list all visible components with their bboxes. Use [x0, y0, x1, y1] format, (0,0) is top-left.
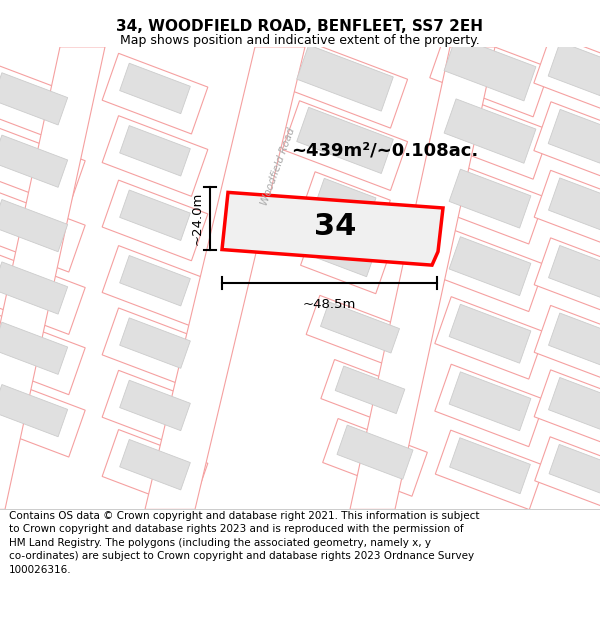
- Polygon shape: [449, 438, 530, 494]
- Polygon shape: [0, 72, 68, 125]
- Text: ~24.0m: ~24.0m: [191, 192, 204, 245]
- Polygon shape: [0, 125, 85, 208]
- Polygon shape: [548, 178, 600, 230]
- Polygon shape: [435, 161, 545, 244]
- Polygon shape: [534, 306, 600, 381]
- Polygon shape: [449, 237, 531, 296]
- Text: 34: 34: [314, 212, 356, 241]
- Polygon shape: [337, 425, 413, 479]
- Text: Woodfield Road: Woodfield Road: [259, 126, 296, 207]
- Polygon shape: [0, 252, 85, 334]
- Polygon shape: [534, 370, 600, 445]
- Polygon shape: [0, 384, 68, 437]
- Polygon shape: [449, 372, 531, 431]
- Polygon shape: [548, 378, 600, 429]
- Polygon shape: [283, 101, 407, 191]
- Polygon shape: [306, 296, 414, 370]
- Polygon shape: [283, 38, 407, 128]
- Polygon shape: [0, 47, 105, 509]
- Polygon shape: [534, 34, 600, 111]
- Text: Contains OS data © Crown copyright and database right 2021. This information is : Contains OS data © Crown copyright and d…: [9, 511, 479, 575]
- Polygon shape: [548, 246, 600, 298]
- Polygon shape: [102, 308, 208, 389]
- Polygon shape: [102, 180, 208, 261]
- Polygon shape: [314, 178, 376, 227]
- Polygon shape: [535, 437, 600, 509]
- Polygon shape: [435, 297, 545, 379]
- Polygon shape: [300, 172, 390, 244]
- Polygon shape: [548, 313, 600, 365]
- Polygon shape: [0, 63, 85, 145]
- Polygon shape: [119, 63, 190, 114]
- Polygon shape: [301, 226, 389, 294]
- Polygon shape: [435, 229, 545, 311]
- Polygon shape: [102, 53, 208, 134]
- Polygon shape: [350, 47, 495, 509]
- Polygon shape: [222, 192, 443, 265]
- Polygon shape: [534, 170, 600, 246]
- Polygon shape: [0, 199, 68, 252]
- Text: ~48.5m: ~48.5m: [303, 298, 356, 311]
- Polygon shape: [119, 380, 190, 431]
- Text: Map shows position and indicative extent of the property.: Map shows position and indicative extent…: [120, 34, 480, 47]
- Polygon shape: [102, 116, 208, 196]
- Text: 34, WOODFIELD ROAD, BENFLEET, SS7 2EH: 34, WOODFIELD ROAD, BENFLEET, SS7 2EH: [116, 19, 484, 34]
- Polygon shape: [297, 45, 393, 111]
- Polygon shape: [444, 36, 536, 101]
- Polygon shape: [320, 302, 400, 353]
- Polygon shape: [321, 359, 419, 431]
- Polygon shape: [449, 304, 531, 363]
- Polygon shape: [119, 318, 190, 368]
- Polygon shape: [430, 91, 550, 179]
- Polygon shape: [102, 246, 208, 326]
- Polygon shape: [102, 371, 208, 451]
- Polygon shape: [444, 99, 536, 163]
- Polygon shape: [548, 42, 600, 96]
- Polygon shape: [436, 430, 545, 509]
- Polygon shape: [297, 107, 393, 174]
- Polygon shape: [0, 312, 85, 395]
- Polygon shape: [0, 189, 85, 272]
- Polygon shape: [315, 232, 375, 277]
- Polygon shape: [430, 29, 550, 117]
- Polygon shape: [0, 322, 68, 374]
- Polygon shape: [548, 109, 600, 163]
- Polygon shape: [435, 364, 545, 447]
- Polygon shape: [335, 366, 405, 414]
- Polygon shape: [145, 47, 305, 509]
- Polygon shape: [0, 135, 68, 188]
- Polygon shape: [449, 169, 531, 228]
- Polygon shape: [119, 126, 190, 176]
- Polygon shape: [549, 444, 600, 493]
- Polygon shape: [119, 256, 190, 306]
- Polygon shape: [534, 238, 600, 313]
- Text: ~439m²/~0.108ac.: ~439m²/~0.108ac.: [292, 142, 479, 160]
- Polygon shape: [323, 419, 427, 496]
- Polygon shape: [534, 102, 600, 179]
- Polygon shape: [119, 190, 190, 241]
- Polygon shape: [119, 439, 190, 490]
- Polygon shape: [102, 429, 208, 510]
- Polygon shape: [0, 262, 68, 314]
- Polygon shape: [0, 374, 85, 457]
